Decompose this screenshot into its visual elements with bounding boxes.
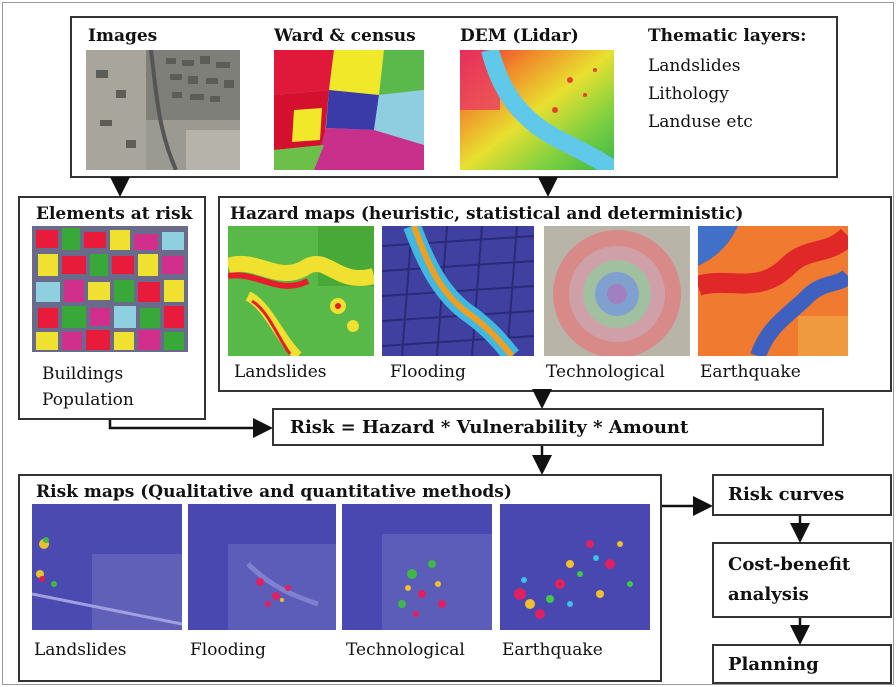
elements-at-risk-map-thumbnail: [32, 226, 188, 352]
thematic-item-landslides: Landslides: [648, 56, 741, 76]
risk-label-earthquake: Earthquake: [502, 640, 603, 660]
hazard-label-earthquake: Earthquake: [700, 362, 801, 382]
hazard-technological-thumbnail: [544, 226, 690, 356]
risk-formula-box: [272, 408, 824, 446]
risk-flooding-thumbnail: [188, 504, 336, 630]
cost-benefit-label-line1: Cost-benefit: [728, 554, 851, 575]
cost-benefit-box: [712, 542, 892, 618]
thematic-layers-label: Thematic layers:: [648, 26, 807, 46]
thematic-item-landuse: Landuse etc: [648, 112, 753, 132]
satellite-image-thumbnail: [86, 50, 240, 170]
risk-earthquake-thumbnail: [500, 504, 650, 630]
hazard-label-landslides: Landslides: [234, 362, 327, 382]
risk-technological-thumbnail: [342, 504, 492, 630]
risk-formula: Risk = Hazard * Vulnerability * Amount: [290, 417, 689, 438]
hazard-landslides-thumbnail: [228, 226, 374, 356]
risk-curves-box: [712, 474, 892, 516]
hazard-earthquake-thumbnail: [698, 226, 848, 356]
dem-label: DEM (Lidar): [460, 26, 579, 46]
dem-lidar-thumbnail: [460, 50, 614, 170]
hazard-label-technological: Technological: [546, 362, 665, 382]
risk-label-landslides: Landslides: [34, 640, 127, 660]
ward-census-label: Ward & census: [274, 26, 416, 46]
hazard-label-flooding: Flooding: [390, 362, 466, 382]
hazard-flooding-thumbnail: [382, 226, 534, 356]
planning-box: [712, 644, 892, 684]
images-label: Images: [88, 26, 158, 46]
elements-item-buildings: Buildings: [42, 364, 124, 384]
cost-benefit-label-line2: analysis: [728, 584, 809, 605]
risk-curves-label: Risk curves: [728, 484, 845, 505]
thematic-item-lithology: Lithology: [648, 84, 729, 104]
planning-label: Planning: [728, 654, 819, 675]
risk-landslides-thumbnail: [32, 504, 182, 630]
ward-census-map-thumbnail: [274, 50, 424, 170]
hazard-maps-title: Hazard maps (heuristic, statistical and …: [230, 204, 744, 224]
risk-maps-title: Risk maps (Qualitative and quantitative …: [36, 482, 512, 502]
risk-label-flooding: Flooding: [190, 640, 266, 660]
risk-label-technological: Technological: [346, 640, 465, 660]
elements-at-risk-title: Elements at risk: [36, 204, 193, 224]
elements-item-population: Population: [42, 390, 134, 410]
